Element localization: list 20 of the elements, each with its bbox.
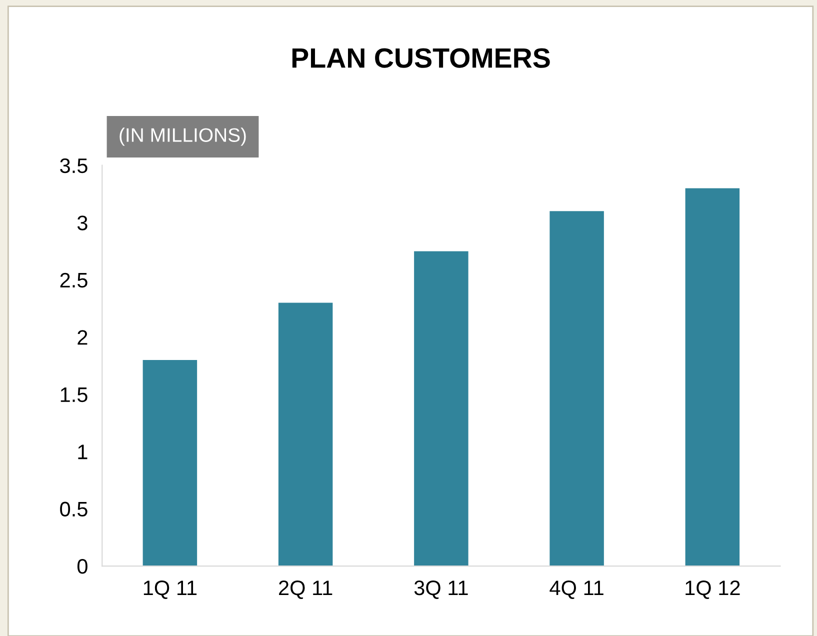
x-tick-label: 3Q 11: [414, 580, 468, 599]
y-tick-label: 3: [77, 216, 88, 230]
y-tick-label: 3.5: [60, 158, 88, 174]
bar: [550, 211, 604, 566]
chart-title: PLAN CUSTOMERS: [292, 48, 550, 68]
bar: [278, 302, 333, 566]
bar: [142, 360, 198, 566]
x-tick-label: 4Q 11: [550, 580, 604, 599]
x-tick-label: 1Q 11: [144, 580, 197, 599]
y-tick-label: 0: [77, 559, 88, 574]
x-tick-label: 2Q 11: [279, 580, 332, 599]
y-tick-label: 2.5: [60, 272, 88, 288]
y-tick-label: 0.5: [60, 502, 88, 517]
bar: [685, 188, 740, 566]
text: (IN MILLIONS): [120, 128, 246, 146]
y-tick-label: 2: [78, 330, 88, 345]
y-tick-label: 1.5: [60, 388, 88, 402]
y-tick-label: 1: [78, 444, 88, 460]
bar: [414, 251, 468, 566]
x-tick-label: 1Q 12: [686, 580, 740, 599]
